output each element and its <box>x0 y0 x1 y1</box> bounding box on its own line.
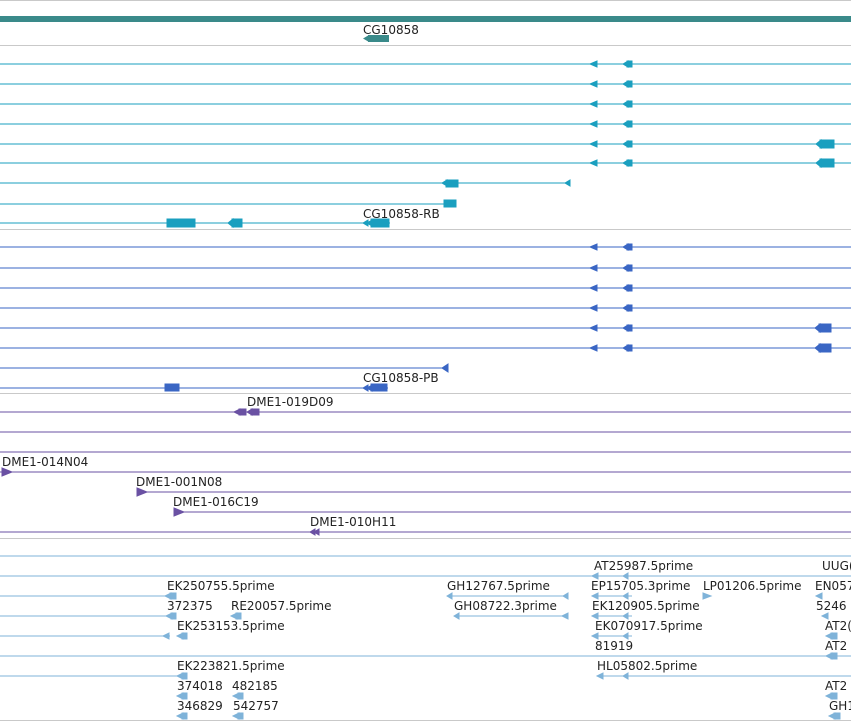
gene-bar[interactable] <box>0 16 851 22</box>
protein-label[interactable]: CG10858-PB <box>363 371 439 385</box>
est-label[interactable]: GH1 <box>829 699 851 713</box>
bac-track[interactable] <box>0 408 851 536</box>
track-divider <box>0 393 851 394</box>
est-label[interactable]: GH12767.5prime <box>447 579 550 593</box>
est-label[interactable]: AT2( <box>825 619 851 633</box>
track-divider <box>0 45 851 46</box>
est-label[interactable]: EK253153.5prime <box>177 619 285 633</box>
track-divider <box>0 538 851 539</box>
gene-feature-cg10858[interactable] <box>363 35 389 42</box>
est-label[interactable]: AT25987.5prime <box>594 559 694 573</box>
est-label[interactable]: AT2 <box>825 639 848 653</box>
est-track[interactable] <box>0 555 851 720</box>
gene-label[interactable]: CG10858 <box>363 23 419 37</box>
est-label[interactable]: 372375 <box>167 599 213 613</box>
est-label[interactable]: EK070917.5prime <box>595 619 703 633</box>
est-label[interactable]: 542757 <box>233 699 279 713</box>
est-label[interactable]: 5246 <box>816 599 847 613</box>
rna-label[interactable]: CG10858-RB <box>363 207 440 221</box>
est-label[interactable]: 81919 <box>595 639 634 653</box>
bac-label[interactable]: DME1-016C19 <box>173 495 259 509</box>
est-label[interactable]: GH08722.3prime <box>454 599 557 613</box>
bac-label[interactable]: DME1-019D09 <box>247 395 334 409</box>
est-label[interactable]: EK250755.5prime <box>167 579 275 593</box>
est-label[interactable]: EP15705.3prime <box>591 579 691 593</box>
est-label[interactable]: EN057 <box>815 579 851 593</box>
est-label[interactable]: EK223821.5prime <box>177 659 285 673</box>
est-label[interactable]: 374018 <box>177 679 223 693</box>
est-label[interactable]: LP01206.5prime <box>703 579 802 593</box>
bac-label[interactable]: DME1-001N08 <box>136 475 223 489</box>
est-label[interactable]: 482185 <box>232 679 278 693</box>
est-label[interactable]: UUG( <box>822 559 851 573</box>
transcript-track-rb[interactable] <box>0 60 851 229</box>
bac-label[interactable]: DME1-010H11 <box>310 515 397 529</box>
est-label[interactable]: HL05802.5prime <box>597 659 698 673</box>
track-divider <box>0 229 851 230</box>
bac-label[interactable]: DME1-014N04 <box>2 455 89 469</box>
est-label[interactable]: EK120905.5prime <box>592 599 700 613</box>
track-divider <box>0 0 851 1</box>
est-label[interactable]: AT2 <box>825 679 848 693</box>
est-label[interactable]: 346829 <box>177 699 223 713</box>
transcript-track-pb[interactable] <box>0 243 851 392</box>
est-label[interactable]: RE20057.5prime <box>231 599 332 613</box>
